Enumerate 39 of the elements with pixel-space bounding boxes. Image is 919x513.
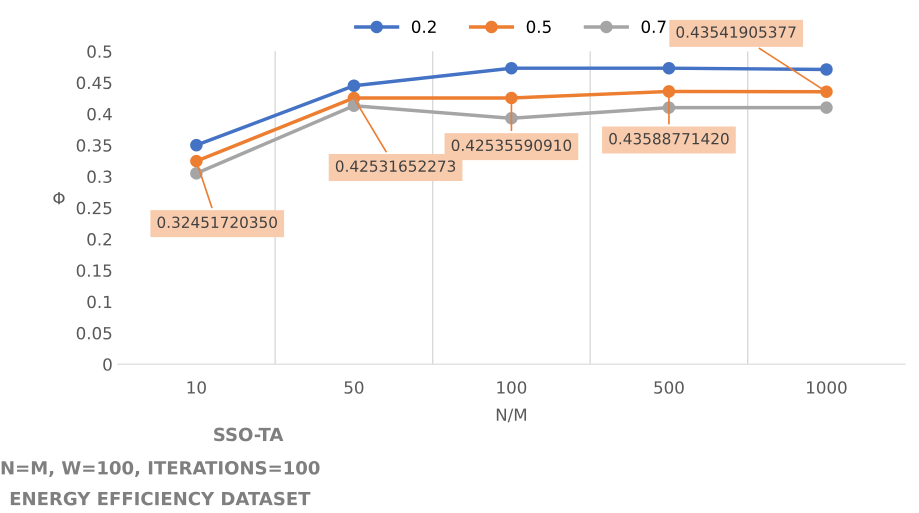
y-tick-label: 0.15 xyxy=(76,264,112,277)
x-tick-label: 1000 xyxy=(807,381,847,394)
data-label: 0.32451720350 xyxy=(157,216,277,228)
point xyxy=(348,79,360,92)
text: N=M, W=100, ITERATIONS=100 xyxy=(2,460,320,477)
data-label: 0.43541905377 xyxy=(676,26,796,38)
y-tick-label: 0.25 xyxy=(76,202,112,214)
point xyxy=(820,101,833,114)
y-tick-label: 0.05 xyxy=(76,326,112,340)
x-tick-label: 500 xyxy=(654,381,684,394)
y-tick-label: 0 xyxy=(103,358,112,371)
point xyxy=(820,85,833,98)
point xyxy=(505,62,518,74)
y-tick-label: 0.2 xyxy=(87,233,112,246)
point xyxy=(190,154,203,168)
point xyxy=(662,62,676,74)
y-axis-title: Φ xyxy=(53,192,65,204)
text: SSO-TA xyxy=(214,428,284,442)
data-label: 0.43588771420 xyxy=(609,132,729,144)
point xyxy=(820,63,833,76)
y-tick-label: 0.5 xyxy=(87,45,112,58)
y-tick-label: 0.45 xyxy=(76,76,112,90)
x-axis-title: N/M xyxy=(496,408,526,422)
data-label: 0.42531652273 xyxy=(336,160,456,172)
x-tick-label: 50 xyxy=(344,381,364,394)
x-tick-label: 100 xyxy=(497,381,526,394)
point xyxy=(662,85,676,98)
y-tick-label: 0.4 xyxy=(87,108,112,120)
point xyxy=(190,138,203,152)
legend-label: 0.5 xyxy=(526,20,551,34)
y-tick-label: 0.1 xyxy=(87,296,112,308)
data-label: 0.42535590910 xyxy=(452,140,572,152)
y-tick-label: 0.3 xyxy=(87,170,112,184)
point xyxy=(505,92,518,104)
y-tick-label: 0.35 xyxy=(76,139,112,152)
legend-label: 0.7 xyxy=(642,20,666,34)
text: ENERGY EFFICIENCY DATASET xyxy=(10,492,310,506)
legend-label: 0.2 xyxy=(412,20,436,34)
x-tick-label: 10 xyxy=(188,381,206,394)
